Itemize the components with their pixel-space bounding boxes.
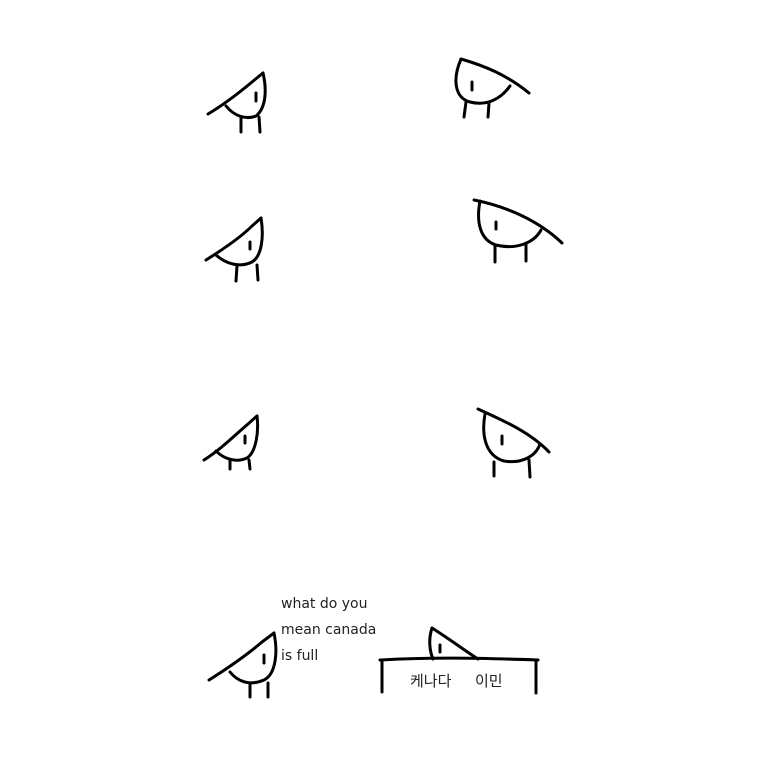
character-left-3 <box>202 414 260 471</box>
character-left-1-leg-2 <box>257 115 262 134</box>
character-right-1-body <box>454 57 512 105</box>
desk-label-left: 케나다 <box>410 672 452 690</box>
character-speaker-body <box>228 631 278 685</box>
character-left-1 <box>206 71 267 134</box>
character-left-2-leg-2 <box>255 263 260 282</box>
character-left-1-brim <box>206 71 265 116</box>
character-at-desk-brim <box>430 626 480 661</box>
speech-line-3: is full <box>281 648 319 664</box>
character-left-2 <box>204 216 264 283</box>
character-at-desk <box>428 626 480 661</box>
speech-line-1: what do you <box>281 596 368 612</box>
desk-label-right: 이민 <box>475 672 503 690</box>
character-right-2-body <box>477 199 543 249</box>
character-left-3-leg-2 <box>247 458 252 471</box>
character-left-2-body <box>214 216 264 267</box>
character-right-1-leg-2 <box>486 101 491 119</box>
character-right-1 <box>454 57 531 119</box>
character-right-2 <box>472 198 564 264</box>
character-right-3-leg-2 <box>527 458 532 479</box>
character-right-3-body <box>482 412 542 464</box>
character-right-3 <box>476 407 551 479</box>
character-left-2-brim <box>204 216 263 262</box>
character-right-2-brim <box>472 198 564 245</box>
character-left-3-body <box>214 414 260 462</box>
character-right-1-brim <box>459 57 531 95</box>
character-right-3-brim <box>476 407 551 454</box>
character-speaker <box>207 631 278 699</box>
character-left-1-body <box>224 71 267 120</box>
character-left-2-leg-1 <box>234 264 239 283</box>
character-speaker-brim <box>207 631 276 682</box>
desk <box>378 656 540 695</box>
speech-line-2: mean canada <box>281 622 377 638</box>
character-right-1-leg-1 <box>462 100 468 119</box>
desk-top <box>378 656 540 662</box>
character-at-desk-body <box>428 626 435 661</box>
character-left-3-brim <box>202 414 259 462</box>
